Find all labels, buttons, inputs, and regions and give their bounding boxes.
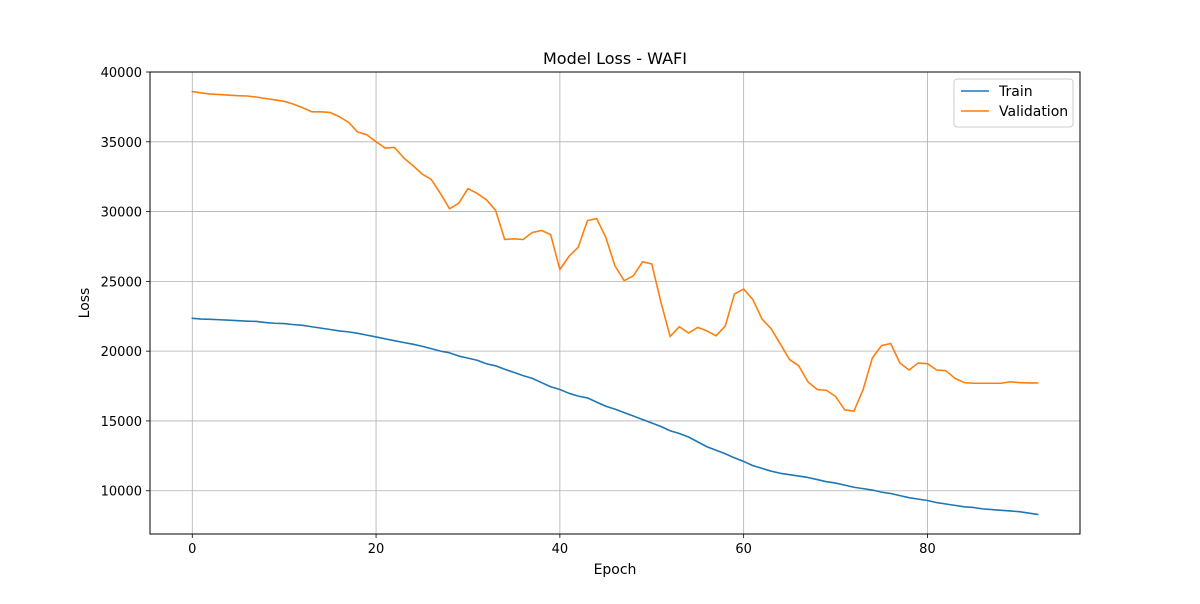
x-tick-label: 20 xyxy=(368,542,385,557)
x-tick-label: 60 xyxy=(735,542,752,557)
y-tick-label: 30000 xyxy=(101,206,142,221)
legend: Train Validation xyxy=(953,78,1074,128)
x-tick-label: 40 xyxy=(552,542,569,557)
series-line-train xyxy=(191,317,1039,516)
legend-label-train: Train xyxy=(998,84,1033,100)
y-tick-label: 20000 xyxy=(101,345,142,360)
y-axis-label: Loss xyxy=(77,288,93,319)
legend-label-validation: Validation xyxy=(999,104,1068,120)
chart-title: Model Loss - WAFI xyxy=(543,49,687,68)
y-tick-label: 10000 xyxy=(101,485,142,500)
x-tick-label: 80 xyxy=(919,542,936,557)
x-tick-label: 0 xyxy=(188,542,196,557)
series-layer xyxy=(191,90,1039,516)
grid-layer xyxy=(150,71,1080,534)
x-axis-label: Epoch xyxy=(594,562,637,578)
y-tick-label: 15000 xyxy=(101,415,142,430)
y-tick-label: 40000 xyxy=(101,66,142,81)
y-tick-label: 25000 xyxy=(101,275,142,290)
tick-layer: 0 20 40 60 80 10000 15000 20000 25000 30000 35000 4… xyxy=(101,66,936,557)
plot-frame xyxy=(149,71,1081,535)
y-tick-label: 35000 xyxy=(101,136,142,151)
series-line-validation xyxy=(191,90,1039,412)
